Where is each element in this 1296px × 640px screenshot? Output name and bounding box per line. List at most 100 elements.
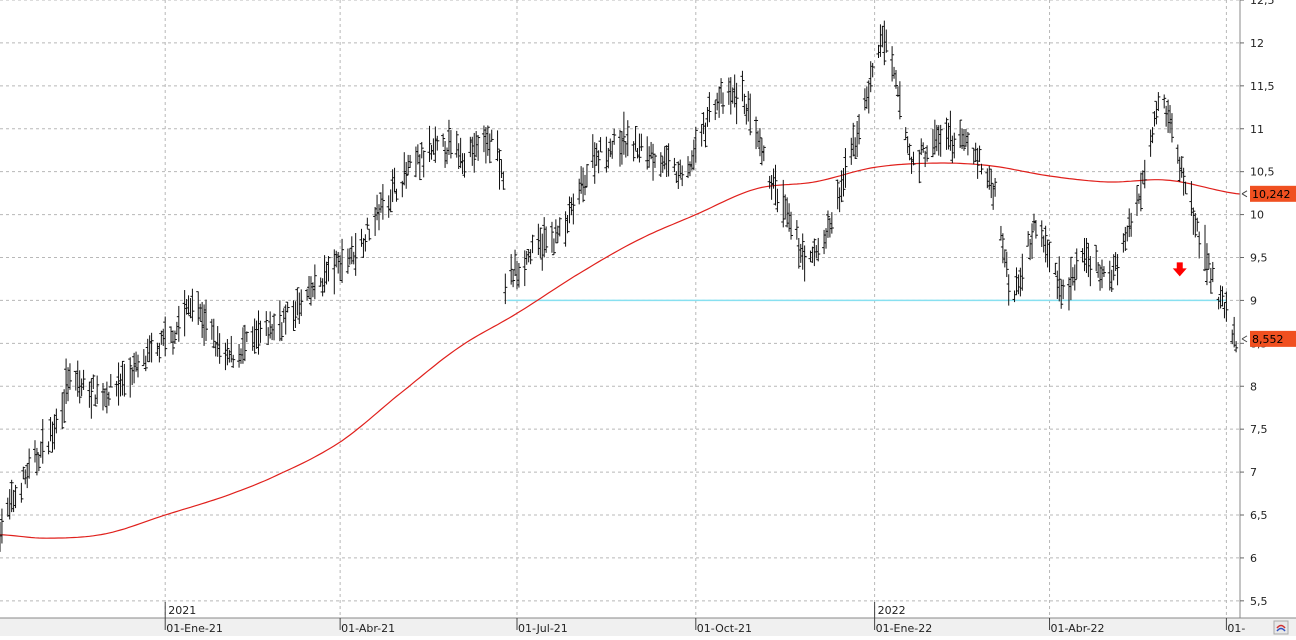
ohlc-bar bbox=[1074, 248, 1079, 280]
ohlc-bar bbox=[796, 237, 801, 269]
ohlc-bar bbox=[365, 217, 370, 229]
ohlc-bar bbox=[1181, 167, 1186, 196]
ohlc-bar bbox=[256, 310, 261, 355]
ohlc-bar bbox=[1183, 181, 1188, 195]
ohlc-bar bbox=[472, 132, 477, 173]
ohlc-bar bbox=[851, 122, 856, 157]
ohlc-bar bbox=[1061, 279, 1066, 300]
ohlc-bar bbox=[1057, 256, 1062, 302]
ohlc-bar bbox=[825, 210, 830, 238]
ohlc-bar bbox=[897, 81, 902, 120]
ohlc-bar bbox=[345, 248, 350, 274]
ohlc-bar bbox=[120, 360, 125, 396]
price-badge-label: 10,242 bbox=[1252, 188, 1291, 201]
ohlc-bar bbox=[448, 130, 453, 159]
ohlc-bar bbox=[135, 354, 140, 378]
ohlc-bar bbox=[19, 482, 24, 503]
price-badges: 10,242 8,552 bbox=[1241, 185, 1296, 347]
ohlc-bar bbox=[231, 354, 236, 368]
ohlc-bar bbox=[565, 215, 570, 234]
ohlc-bar bbox=[217, 333, 222, 364]
ohlc-bar bbox=[925, 145, 930, 162]
ohlc-bar bbox=[993, 178, 998, 197]
ohlc-bar bbox=[91, 374, 96, 390]
ohlc-bar bbox=[1039, 220, 1044, 247]
ohlc-bar bbox=[1162, 94, 1167, 109]
ohlc-bar bbox=[938, 124, 943, 157]
ohlc-bar bbox=[353, 233, 358, 276]
ohlc-bar bbox=[1154, 100, 1159, 125]
ohlc-bar bbox=[721, 92, 726, 114]
ohlc-bar bbox=[1033, 219, 1038, 239]
corner-settings-icon[interactable] bbox=[1273, 620, 1289, 635]
ohlc-bar bbox=[264, 311, 269, 337]
ohlc-bar bbox=[363, 234, 368, 252]
ohlc-bar bbox=[277, 300, 282, 342]
ohlc-bar bbox=[1004, 251, 1009, 278]
bottom-axis-band bbox=[0, 618, 1296, 636]
ohlc-bar bbox=[95, 375, 100, 405]
ohlc-bar bbox=[36, 453, 41, 472]
ohlc-bar bbox=[516, 262, 521, 288]
ohlc-bar bbox=[975, 147, 980, 179]
ohlc-bar bbox=[163, 316, 168, 357]
ohlc-bar bbox=[312, 264, 317, 300]
ohlc-bar bbox=[761, 145, 766, 162]
ohlc-bar bbox=[489, 129, 494, 142]
ohlc-bar bbox=[637, 133, 642, 163]
ohlc-bar bbox=[509, 254, 514, 285]
ohlc-bar bbox=[272, 313, 277, 341]
ohlc-bar bbox=[713, 100, 718, 121]
ohlc-bar bbox=[252, 318, 257, 354]
ohlc-bar bbox=[829, 212, 834, 234]
ohlc-bar bbox=[965, 131, 970, 156]
ohlc-bar bbox=[40, 419, 45, 464]
ohlc-bar bbox=[60, 392, 65, 430]
ohlc-bar bbox=[652, 153, 657, 168]
ohlc-bar bbox=[1000, 233, 1005, 264]
ohlc-bar bbox=[1206, 253, 1211, 270]
ohlc-bar bbox=[816, 237, 821, 262]
ohlc-bar bbox=[666, 143, 671, 177]
ohlc-bar bbox=[952, 132, 957, 159]
ohlc-bar bbox=[884, 29, 889, 53]
ohlc-bar bbox=[1096, 262, 1101, 278]
ohlc-bar bbox=[958, 119, 963, 149]
ohlc-bar bbox=[621, 111, 626, 155]
ohlc-bar bbox=[1210, 261, 1215, 283]
ohlc-bar bbox=[1043, 225, 1048, 263]
gridlines bbox=[0, 0, 1240, 618]
ohlc-bar bbox=[841, 168, 846, 197]
moving-average-layer bbox=[0, 162, 1241, 539]
ohlc-bar bbox=[408, 154, 413, 169]
ohlc-bar bbox=[693, 126, 698, 163]
ohlc-bar bbox=[122, 363, 127, 397]
y-tick-label: 7,5 bbox=[1250, 423, 1268, 436]
ohlc-bar bbox=[835, 179, 840, 210]
ohlc-bar bbox=[9, 479, 14, 513]
ohlc-bar bbox=[1002, 249, 1007, 268]
price-badge: 10,242 bbox=[1241, 185, 1296, 202]
ohlc-bar bbox=[1020, 253, 1025, 291]
signal-layer bbox=[1172, 262, 1187, 277]
ohlc-bar bbox=[775, 188, 780, 213]
ohlc-bar bbox=[242, 324, 247, 362]
ohlc-bar bbox=[211, 318, 216, 349]
y-tick-label: 6,5 bbox=[1250, 509, 1268, 522]
ohlc-bar bbox=[419, 141, 424, 159]
y-tick-label: 10,5 bbox=[1250, 166, 1275, 179]
x-tick-label: 01-Jul-21 bbox=[518, 622, 568, 635]
ohlc-bar bbox=[528, 249, 533, 265]
ohlc-bar bbox=[0, 508, 4, 544]
ohlc-bar bbox=[204, 299, 209, 341]
y-tick-label: 11 bbox=[1250, 123, 1264, 136]
ohlc-bar bbox=[703, 122, 708, 148]
ohlc-bar bbox=[802, 245, 807, 282]
ohlc-bar bbox=[1193, 212, 1198, 238]
x-tick-label: 01-Ene-22 bbox=[876, 622, 933, 635]
ohlc-bar bbox=[1220, 286, 1225, 307]
ohlc-bar bbox=[584, 163, 589, 188]
ohlc-bar bbox=[143, 355, 148, 372]
